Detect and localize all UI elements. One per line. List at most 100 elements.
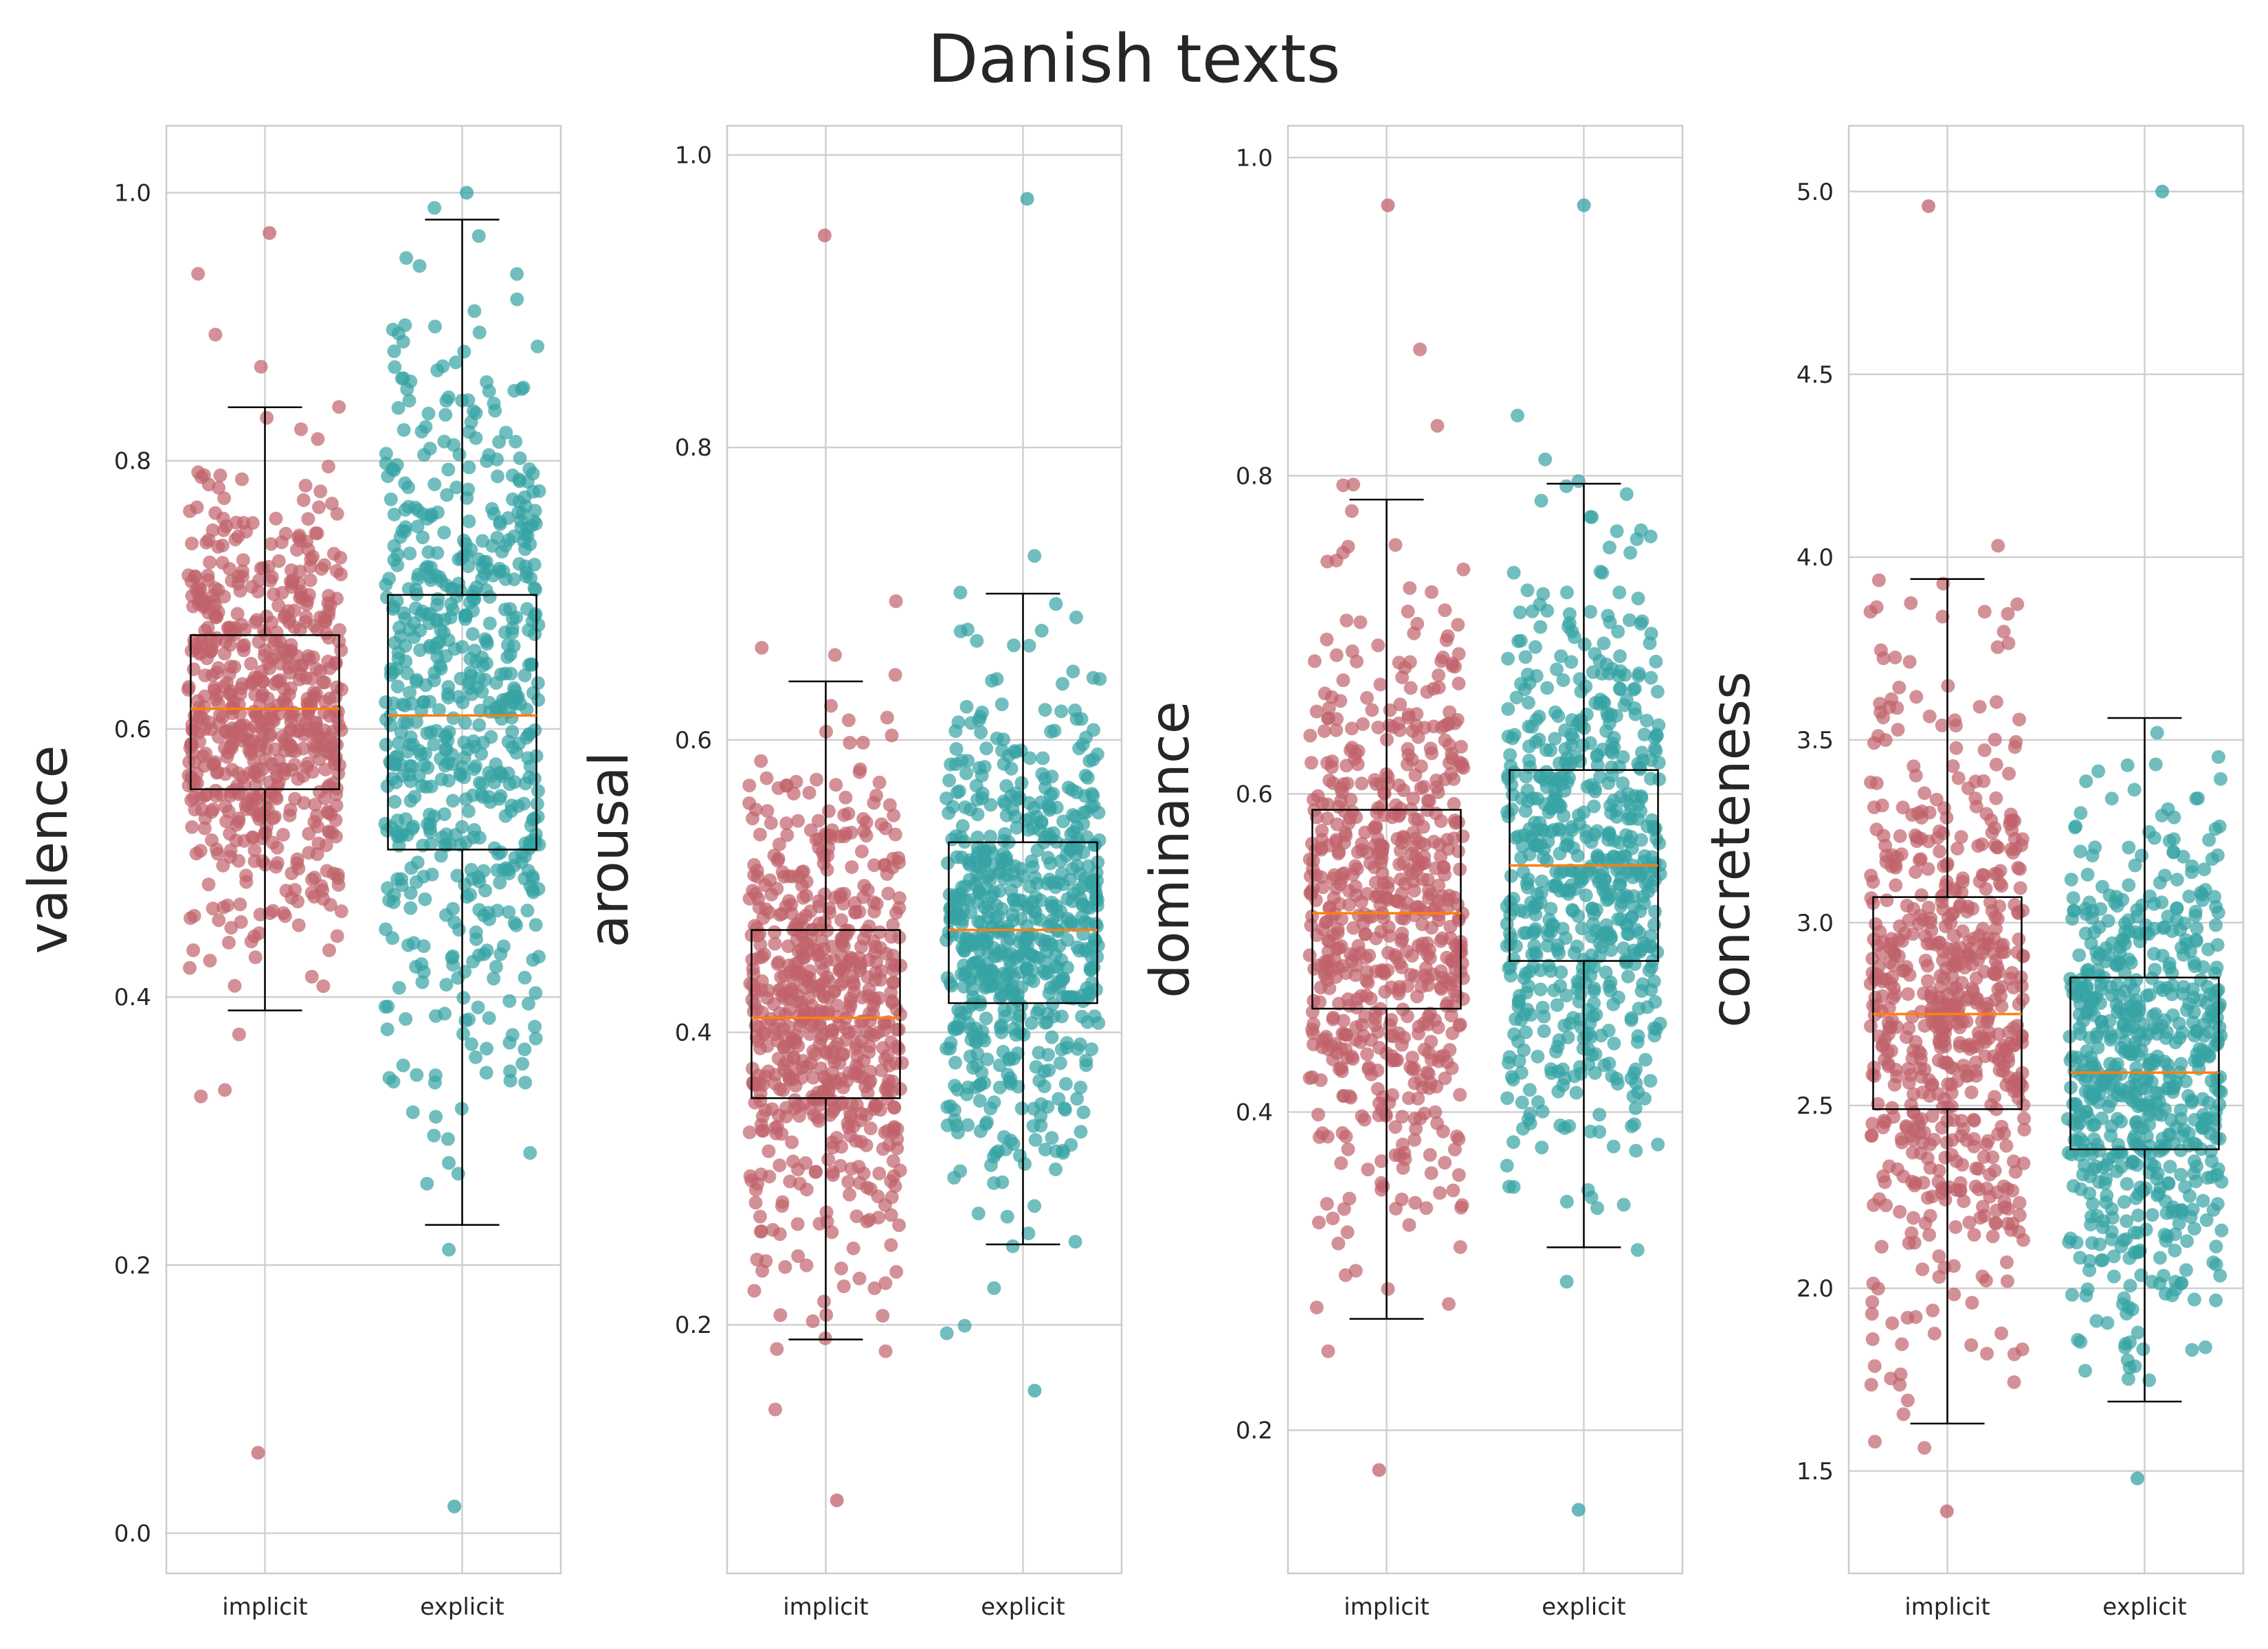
data-point	[1342, 897, 1357, 912]
data-point	[412, 259, 427, 273]
data-point	[835, 936, 849, 951]
data-point	[860, 1025, 874, 1040]
data-point	[1348, 968, 1363, 983]
data-point	[271, 598, 286, 613]
data-point	[989, 898, 1003, 912]
data-point	[269, 511, 283, 526]
data-point	[860, 970, 875, 985]
data-point	[1321, 1344, 1335, 1358]
data-point	[2010, 597, 2025, 612]
data-point	[1966, 1040, 1981, 1054]
data-point	[1893, 829, 1907, 843]
data-point	[887, 1169, 901, 1183]
data-point	[1060, 933, 1075, 947]
data-point	[1360, 965, 1374, 979]
data-point	[221, 898, 235, 912]
data-point	[848, 905, 863, 919]
data-point	[825, 1225, 839, 1239]
data-point	[1518, 905, 1533, 919]
data-point	[1605, 1069, 1619, 1084]
data-point	[816, 1027, 830, 1042]
data-point	[1033, 912, 1047, 927]
data-point	[1962, 1215, 1977, 1230]
data-point	[749, 1030, 764, 1044]
data-point	[1318, 1032, 1332, 1046]
data-point	[399, 251, 414, 265]
data-point	[469, 406, 483, 420]
data-point	[222, 667, 236, 682]
data-point	[891, 1042, 906, 1056]
data-point	[318, 763, 333, 776]
data-point	[1900, 899, 1914, 912]
data-point	[458, 792, 473, 807]
data-point	[316, 979, 331, 994]
data-point	[1991, 1053, 2005, 1067]
data-point	[1926, 1016, 1940, 1030]
data-point	[1865, 1295, 1880, 1309]
data-point	[1923, 1209, 1937, 1223]
data-point	[791, 1163, 805, 1177]
data-point	[254, 721, 269, 735]
data-point	[1365, 703, 1379, 717]
data-point	[1341, 1142, 1355, 1156]
data-point	[1087, 932, 1102, 946]
data-point	[291, 895, 305, 909]
data-point	[1058, 919, 1073, 934]
data-point	[944, 978, 959, 993]
y-tick-label: 4.0	[1797, 544, 1834, 572]
data-point	[410, 519, 425, 534]
data-point	[1623, 546, 1638, 560]
data-point	[1933, 969, 1948, 983]
data-point	[843, 736, 857, 750]
data-point	[528, 1020, 542, 1034]
box-implicit	[190, 406, 340, 1011]
data-point	[520, 475, 535, 489]
data-point	[1994, 1326, 2008, 1340]
data-point	[239, 868, 254, 883]
data-point	[1597, 636, 1611, 651]
data-point	[2072, 948, 2087, 963]
data-point	[403, 901, 418, 915]
data-point	[184, 574, 199, 589]
data-point	[985, 673, 999, 688]
data-point	[446, 711, 460, 726]
data-point	[1000, 1209, 1014, 1224]
data-point	[1652, 836, 1667, 851]
data-point	[862, 953, 876, 967]
data-point	[833, 1158, 847, 1173]
data-point	[745, 1062, 759, 1076]
data-point	[877, 1023, 891, 1037]
outlier-point	[1939, 1504, 1954, 1518]
data-point	[476, 534, 490, 548]
data-point	[1355, 1109, 1369, 1123]
data-point	[1516, 865, 1531, 879]
data-point	[1054, 704, 1069, 719]
data-point	[416, 530, 430, 545]
data-point	[1971, 839, 1986, 853]
data-point	[2135, 849, 2148, 863]
data-point	[1452, 676, 1466, 691]
data-point	[1456, 562, 1471, 576]
data-point	[217, 491, 232, 506]
data-point	[1997, 1126, 2011, 1141]
data-point	[750, 864, 764, 877]
data-point	[1931, 1053, 1946, 1068]
data-point	[1026, 974, 1041, 989]
data-point	[1579, 707, 1594, 721]
data-point	[761, 1064, 775, 1079]
data-point	[779, 816, 794, 831]
data-point	[1913, 852, 1928, 866]
data-point	[1040, 1015, 1054, 1029]
data-point	[244, 657, 258, 671]
data-point	[1904, 596, 1918, 610]
data-point	[1612, 585, 1627, 600]
data-point	[491, 469, 504, 484]
data-point	[1432, 838, 1447, 852]
data-point	[406, 738, 421, 752]
data-point	[1381, 920, 1396, 934]
data-point	[269, 625, 284, 640]
data-point	[1424, 1035, 1438, 1049]
data-point	[531, 339, 545, 354]
data-point	[1312, 1215, 1326, 1230]
